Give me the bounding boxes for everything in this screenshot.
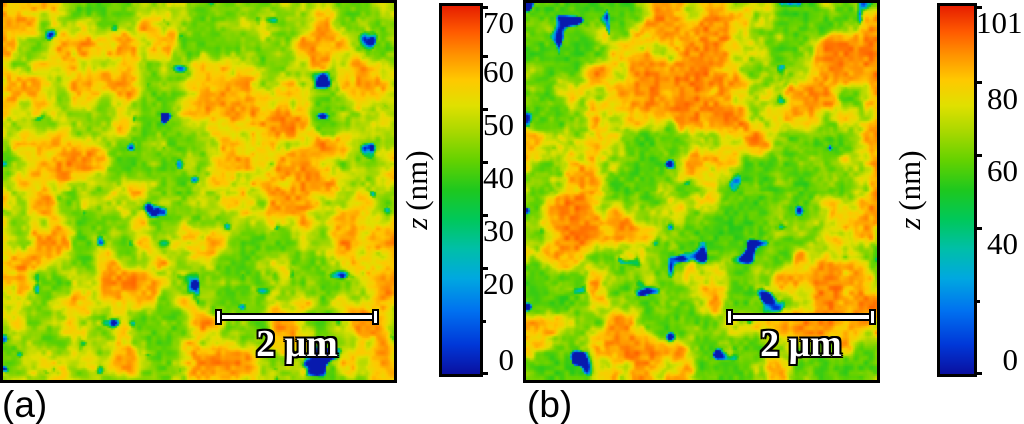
colorbar-tick-label: 20 xyxy=(483,266,514,301)
colorbar-gradient-b xyxy=(940,6,974,374)
scale-bar-right-cap-b xyxy=(869,309,876,325)
axis-label-z-b: z xyxy=(892,217,927,230)
scale-bar-label-b: 2 μm xyxy=(760,323,842,365)
colorbar-tick-label: 60 xyxy=(483,54,514,89)
afm-image-panel-a: 2 μm xyxy=(0,0,397,383)
colorbar-tick xyxy=(975,227,982,230)
colorbar-tick xyxy=(481,372,488,375)
colorbar-tick-label: 40 xyxy=(483,160,514,195)
colorbar-tick xyxy=(975,6,982,9)
colorbar-tick-label: 50 xyxy=(483,107,514,142)
axis-label-units-b: (nm) xyxy=(892,150,927,211)
colorbar-gradient-a xyxy=(442,6,480,374)
colorbar-axis-label-a: z (nm) xyxy=(399,150,435,229)
scale-bar-line-b xyxy=(728,313,874,321)
colorbar-tick xyxy=(481,320,486,323)
colorbar-tick-label: 0 xyxy=(1002,342,1019,377)
colorbar-tick xyxy=(481,6,488,9)
colorbar-tick xyxy=(481,161,488,164)
colorbar-tick xyxy=(975,372,982,375)
colorbar-axis-label-b: z (nm) xyxy=(892,150,928,229)
scale-bar-left-cap-a xyxy=(215,309,222,325)
colorbar-tick xyxy=(975,154,982,157)
panel-letter-b: (b) xyxy=(527,384,573,424)
colorbar-tick xyxy=(481,55,488,58)
colorbar-a xyxy=(439,3,483,377)
colorbar-tick-label: 0 xyxy=(498,342,515,377)
colorbar-tick xyxy=(481,214,488,217)
panel-letter-a: (a) xyxy=(2,384,48,424)
colorbar-tick xyxy=(481,267,488,270)
colorbar-tick-label: 60 xyxy=(987,153,1018,188)
colorbar-b xyxy=(937,3,977,377)
colorbar-tick-label: 80 xyxy=(987,81,1018,116)
axis-label-units-a: (nm) xyxy=(399,150,434,211)
colorbar-tick xyxy=(481,108,488,111)
colorbar-tick-label: 40 xyxy=(987,226,1018,261)
colorbar-tick xyxy=(975,81,982,84)
colorbar-tick-label: 101 xyxy=(976,5,1023,40)
axis-label-z-a: z xyxy=(399,217,434,230)
colorbar-tick xyxy=(975,300,980,303)
scale-bar-label-a: 2 μm xyxy=(256,323,338,365)
scale-bar-left-cap-b xyxy=(726,309,733,325)
colorbar-tick-label: 70 xyxy=(483,5,514,40)
afm-image-panel-b: 2 μm xyxy=(523,0,880,383)
scale-bar-right-cap-a xyxy=(372,309,379,325)
scale-bar-line-a xyxy=(217,313,377,321)
colorbar-tick-label: 30 xyxy=(483,213,514,248)
